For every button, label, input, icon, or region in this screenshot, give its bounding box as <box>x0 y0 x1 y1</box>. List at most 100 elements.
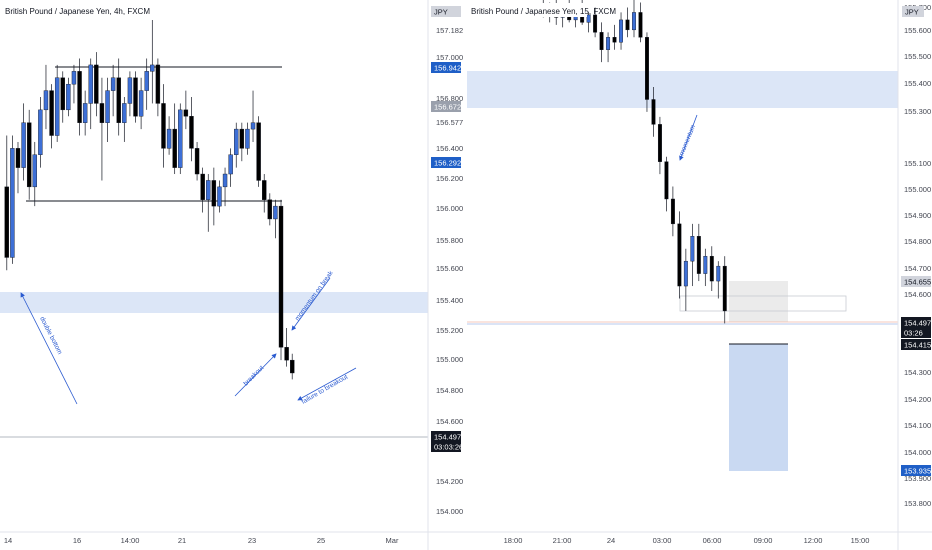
y-tick-label: 154.700 <box>904 264 931 273</box>
y-tick-label: 156.400 <box>436 144 463 153</box>
short-position-risk <box>729 281 788 322</box>
bear-candle <box>155 64 161 104</box>
right-chart-title: British Pound / Japanese Yen, 15, FXCM <box>471 7 616 16</box>
right-tag-upper <box>901 276 931 287</box>
x-tick-label: 06:00 <box>703 536 722 545</box>
bear-candle <box>262 180 267 200</box>
bear-candle <box>612 37 617 43</box>
bear-candle <box>599 32 604 50</box>
bull-candle <box>619 19 623 43</box>
bear-candle <box>284 347 289 361</box>
bull-candle <box>250 122 256 130</box>
x-tick-label: 24 <box>607 536 615 545</box>
y-tick-label: 154.100 <box>904 421 931 430</box>
x-tick-label: 03:00 <box>653 536 672 545</box>
bear-candle <box>239 128 245 149</box>
bear-candle <box>172 128 177 168</box>
y-tick-label: 156.200 <box>436 174 463 183</box>
y-tick-label: 155.000 <box>904 185 931 194</box>
y-tick-label: 157.000 <box>436 53 463 62</box>
y-tick-label: 154.000 <box>904 448 931 457</box>
right-price-axis: 155.700155.600155.500155.400155.300155.1… <box>897 0 931 550</box>
momentum-on-break-arrow <box>291 277 331 331</box>
y-tick-label: 155.100 <box>904 159 931 168</box>
bull-candle <box>150 64 155 72</box>
left-currency-tag <box>431 6 461 17</box>
y-tick-label: 156.577 <box>436 118 463 127</box>
right-tag-entry-text: 154.415 <box>904 341 931 350</box>
bull-candle <box>586 14 591 23</box>
bull-candle <box>144 71 149 91</box>
left-chart-title: British Pound / Japanese Yen, 4h, FXCM <box>5 7 150 16</box>
bear-candle <box>625 19 630 31</box>
right-tag-target <box>901 465 931 476</box>
bear-candle <box>15 148 21 168</box>
bull-candle <box>21 122 26 168</box>
bear-candle <box>49 90 54 136</box>
bear-candle <box>651 99 656 125</box>
y-tick-label: 155.000 <box>436 355 463 364</box>
bull-candle <box>10 148 15 258</box>
bull-candle <box>127 77 133 104</box>
double-bottom-arrow <box>20 292 78 405</box>
bear-candle <box>211 180 217 207</box>
breakout-arrow <box>234 353 277 397</box>
bear-candle <box>26 122 32 188</box>
y-tick-label: 156.800 <box>436 94 463 103</box>
bear-candle <box>194 148 200 175</box>
left-tag-high <box>431 62 461 73</box>
y-tick-label: 155.600 <box>436 264 463 273</box>
y-tick-label: 155.800 <box>436 236 463 245</box>
y-tick-label: 155.300 <box>904 107 931 116</box>
bull-candle <box>105 90 110 123</box>
left-tag-last <box>431 431 461 442</box>
y-tick-label: 155.600 <box>904 26 931 35</box>
x-tick-label: 23 <box>248 536 256 545</box>
left-y-ticks: 157.182 157.000 156.800 156.577 156.400 156.2… <box>436 26 463 516</box>
bull-candle <box>632 12 636 31</box>
bull-candle <box>217 186 222 207</box>
x-tick-label: Mar <box>386 536 399 545</box>
bear-candle <box>116 77 121 123</box>
bear-candle <box>638 12 643 38</box>
y-tick-label: 154.600 <box>904 290 931 299</box>
bull-candle <box>703 255 708 274</box>
y-tick-label: 153.800 <box>904 499 931 508</box>
left-tag-mid-text: 156.672 <box>434 103 461 112</box>
bear-candle <box>664 161 669 200</box>
bear-candle <box>256 122 261 181</box>
right-tag-entry <box>901 339 931 350</box>
y-tick-label: 154.200 <box>436 477 463 486</box>
right-y-ticks: 155.700155.600155.500155.400155.300155.1… <box>904 3 931 508</box>
y-tick-label: 154.900 <box>904 211 931 220</box>
bear-candle <box>677 223 682 287</box>
bull-candle <box>228 154 233 175</box>
left-support-zone <box>0 292 428 313</box>
bear-candle <box>709 255 714 282</box>
bull-candle <box>43 90 49 111</box>
bear-candle <box>60 77 65 111</box>
bull-candle <box>716 265 721 282</box>
y-tick-label: 157.182 <box>436 26 463 35</box>
left-chart: double bottom momentum on break breakout… <box>0 0 428 532</box>
right-currency-tag <box>902 6 924 17</box>
right-tag-last <box>901 317 931 328</box>
x-tick-label: 14:00 <box>121 536 140 545</box>
bear-candle <box>267 199 273 220</box>
bear-candle <box>183 109 189 117</box>
left-tag-low <box>431 157 461 168</box>
bull-candle <box>66 83 71 111</box>
bull-candle <box>273 205 278 220</box>
left-time-axis: 14 16 14:00 21 23 25 Mar <box>4 536 399 545</box>
bear-candle <box>278 205 284 348</box>
x-tick-label: 15:00 <box>851 536 870 545</box>
right-tag-timer-text: 03:26 <box>904 329 923 338</box>
bull-candle <box>690 236 695 262</box>
bull-candle <box>245 128 250 149</box>
y-tick-label: 154.000 <box>436 507 463 516</box>
bear-candle <box>645 37 649 100</box>
x-tick-label: 09:00 <box>754 536 773 545</box>
y-tick-label: 154.200 <box>904 395 931 404</box>
y-tick-label: 154.600 <box>436 417 463 426</box>
